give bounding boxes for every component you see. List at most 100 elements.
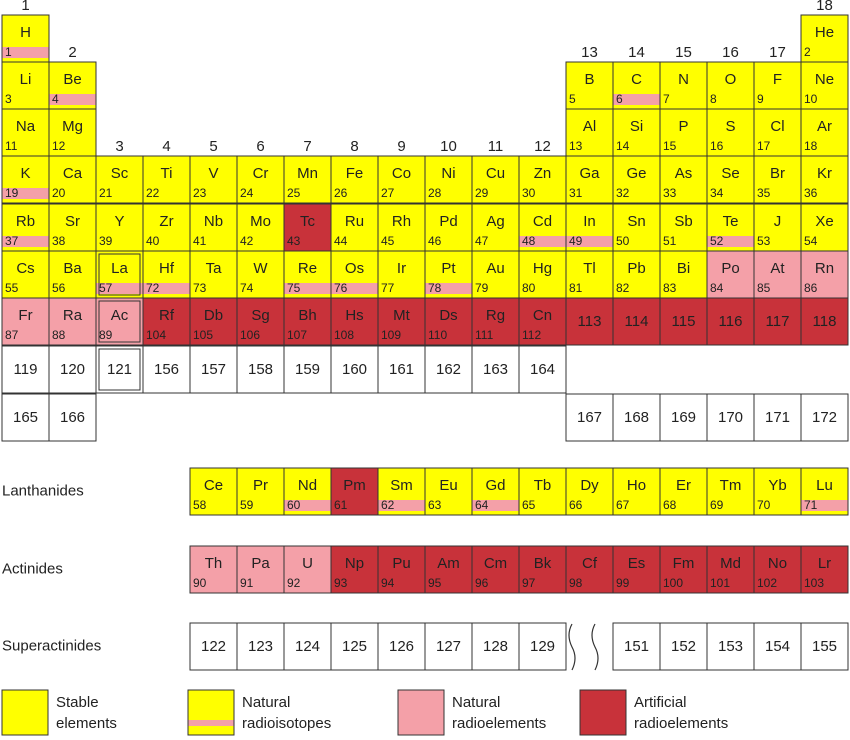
element-symbol: Mg <box>62 118 83 135</box>
element-cell <box>283 203 332 252</box>
group-number: 18 <box>816 0 833 14</box>
element-symbol: Sg <box>251 307 269 324</box>
atomic-number: 164 <box>530 361 555 378</box>
isotope-stripe <box>96 283 143 294</box>
group-number: 2 <box>68 44 76 61</box>
element-cell <box>565 467 614 516</box>
atomic-number: 75 <box>287 281 301 295</box>
element-symbol: Na <box>16 118 36 135</box>
element-cell <box>565 108 614 157</box>
element-cell <box>95 203 144 252</box>
element-cell <box>377 345 426 394</box>
atomic-number: 91 <box>240 576 254 590</box>
element-cell <box>424 467 473 516</box>
atomic-number: 93 <box>334 576 348 590</box>
element-symbol: Ca <box>63 165 83 182</box>
atomic-number: 103 <box>804 576 824 590</box>
atomic-number: 15 <box>663 139 677 153</box>
element-symbol: Rb <box>16 213 35 230</box>
atomic-number: 107 <box>287 328 307 342</box>
element-cell <box>424 297 473 346</box>
atomic-number: 5 <box>569 92 576 106</box>
element-symbol: Ne <box>815 71 834 88</box>
atomic-number: 87 <box>5 328 19 342</box>
element-symbol: Pu <box>392 555 410 572</box>
element-symbol: At <box>770 260 785 277</box>
element-cell <box>518 467 567 516</box>
atomic-number: 113 <box>578 313 602 330</box>
atomic-number: 9 <box>757 92 764 106</box>
element-symbol: N <box>678 71 689 88</box>
element-cell <box>800 155 849 204</box>
series-label: Actinides <box>2 560 63 577</box>
atomic-number: 158 <box>248 361 273 378</box>
element-symbol: J <box>774 213 782 230</box>
element-symbol: C <box>631 71 642 88</box>
element-cell <box>95 345 144 394</box>
legend-text: radioelements <box>452 715 546 732</box>
element-symbol: Po <box>721 260 739 277</box>
element-cell <box>236 297 285 346</box>
atomic-number: 55 <box>5 281 19 295</box>
element-symbol: Xe <box>815 213 833 230</box>
group-number: 6 <box>256 138 264 155</box>
element-cell <box>612 622 661 671</box>
element-symbol: Fm <box>673 555 695 572</box>
element-symbol: Ni <box>441 165 455 182</box>
atomic-number: 129 <box>530 638 555 655</box>
element-symbol: Fr <box>18 307 32 324</box>
atomic-number: 79 <box>475 281 489 295</box>
atomic-number: 20 <box>52 186 66 200</box>
element-cell <box>189 203 238 252</box>
atomic-number: 12 <box>52 139 66 153</box>
atomic-number: 36 <box>804 186 818 200</box>
isotope-stripe <box>472 500 519 511</box>
element-cell <box>518 250 567 299</box>
atomic-number: 161 <box>389 361 414 378</box>
element-symbol: Ta <box>206 260 223 277</box>
element-symbol: Nd <box>298 477 317 494</box>
atomic-number: 76 <box>334 281 348 295</box>
element-symbol: Rh <box>392 213 411 230</box>
atomic-number: 19 <box>5 186 19 200</box>
group-number: 7 <box>303 138 311 155</box>
atomic-number: 110 <box>428 328 447 342</box>
element-cell <box>800 545 849 594</box>
element-cell <box>659 393 708 442</box>
atomic-number: 97 <box>522 576 536 590</box>
element-symbol: Ce <box>204 477 223 494</box>
element-symbol: Sr <box>65 213 80 230</box>
atomic-number: 22 <box>146 186 160 200</box>
element-symbol: U <box>302 555 313 572</box>
legend-text: Artificial <box>634 694 687 711</box>
element-symbol: Np <box>345 555 364 572</box>
element-cell <box>518 345 567 394</box>
element-symbol: Li <box>20 71 32 88</box>
atomic-number: 116 <box>719 313 743 330</box>
atomic-number: 128 <box>483 638 508 655</box>
atomic-number: 57 <box>99 281 113 295</box>
element-symbol: Ge <box>626 165 646 182</box>
element-cell <box>565 155 614 204</box>
element-cell <box>377 155 426 204</box>
element-cell <box>424 203 473 252</box>
atomic-number: 46 <box>428 234 442 248</box>
atomic-number: 51 <box>663 234 677 248</box>
isotope-stripe <box>519 236 566 247</box>
atomic-number: 28 <box>428 186 442 200</box>
atomic-number: 104 <box>146 328 166 342</box>
element-symbol: Pm <box>343 477 366 494</box>
element-cell <box>424 155 473 204</box>
element-cell <box>330 545 379 594</box>
element-symbol: Au <box>486 260 504 277</box>
atomic-number: 160 <box>342 361 367 378</box>
atomic-number: 29 <box>475 186 489 200</box>
element-cell <box>565 545 614 594</box>
element-symbol: Bi <box>677 260 690 277</box>
atomic-number: 1 <box>5 45 12 59</box>
atomic-number: 108 <box>334 328 354 342</box>
atomic-number: 105 <box>193 328 213 342</box>
element-symbol: Cm <box>484 555 507 572</box>
atomic-number: 73 <box>193 281 207 295</box>
atomic-number: 11 <box>5 139 18 153</box>
